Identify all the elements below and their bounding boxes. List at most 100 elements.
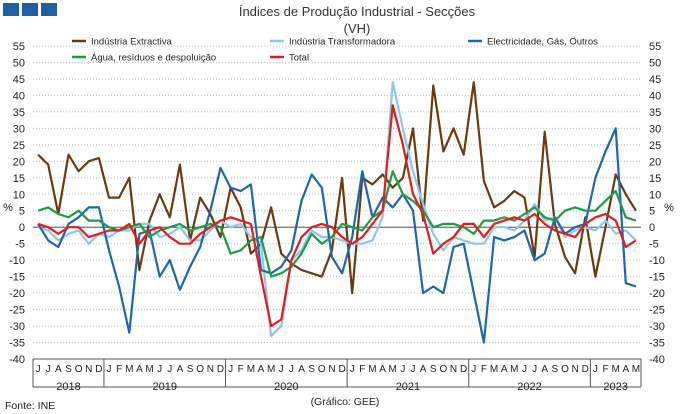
y-tick-label: -40 bbox=[649, 354, 665, 366]
y-tick-label: -5 bbox=[649, 239, 659, 251]
y-tick-label: -10 bbox=[649, 255, 665, 267]
x-tick-label: A bbox=[622, 364, 629, 375]
x-tick-label: J bbox=[522, 364, 527, 375]
legend: Indústria Extractiva Indústria Transforma… bbox=[72, 37, 598, 64]
year-label: 2023 bbox=[603, 381, 627, 393]
credit-note: (Gráfico: GEE) bbox=[311, 396, 380, 408]
series-line bbox=[37, 127, 637, 344]
x-tick-label: F bbox=[238, 364, 244, 375]
source-note: Fonte: INE bbox=[5, 400, 55, 412]
y-tick-label: 10 bbox=[13, 189, 25, 201]
x-tick-label: F bbox=[602, 364, 608, 375]
logo-block bbox=[41, 3, 57, 16]
x-tick-label: A bbox=[501, 364, 508, 375]
y-tick-label: -30 bbox=[649, 321, 665, 333]
x-tick-label: O bbox=[75, 364, 83, 375]
legend-label: Indústria Transformadora bbox=[289, 37, 396, 48]
year-label: 2022 bbox=[517, 381, 541, 393]
legend-label: Água, resíduos e despoluição bbox=[91, 53, 216, 64]
x-tick-label: J bbox=[289, 364, 294, 375]
x-tick-label: A bbox=[55, 364, 62, 375]
legend-label: Electricidade, Gás, Outros bbox=[487, 37, 598, 48]
x-tick-label: N bbox=[85, 364, 92, 375]
x-tick-label: A bbox=[136, 364, 143, 375]
y-tick-label: 0 bbox=[649, 222, 655, 234]
y-tick-label: 5 bbox=[649, 206, 655, 218]
logo-block bbox=[22, 3, 38, 16]
y-axis-left: -40 -35 -30 -25 -20 -15 -10 -5 0 5 10 15 20 25 30 35 40 4… bbox=[9, 41, 25, 366]
x-tick-label: M bbox=[145, 364, 153, 375]
x-tick-label: J bbox=[350, 364, 355, 375]
y-tick-label: 15 bbox=[13, 173, 25, 185]
y-axis-label-left: % bbox=[3, 202, 13, 214]
x-tick-label: D bbox=[217, 364, 224, 375]
x-tick-label: N bbox=[450, 364, 457, 375]
x-tick-label: O bbox=[318, 364, 326, 375]
ine-logo bbox=[3, 3, 57, 16]
y-tick-label: 20 bbox=[649, 156, 661, 168]
x-tick-label: F bbox=[359, 364, 365, 375]
series-line bbox=[37, 81, 637, 295]
legend-label: Indústria Extractiva bbox=[91, 37, 172, 48]
x-tick-label: D bbox=[338, 364, 345, 375]
chart-title: Índices de Produção Industrial - Secções bbox=[239, 4, 476, 19]
x-tick-label: N bbox=[572, 364, 579, 375]
y-tick-label: 45 bbox=[649, 74, 661, 86]
legend-label: Total bbox=[289, 53, 309, 64]
series-line bbox=[37, 170, 637, 278]
y-tick-label: -15 bbox=[649, 272, 665, 284]
x-tick-label: J bbox=[167, 364, 172, 375]
y-tick-label: 15 bbox=[649, 173, 661, 185]
x-tick-label: N bbox=[328, 364, 335, 375]
series-lines bbox=[37, 81, 637, 344]
x-tick-label: S bbox=[430, 364, 437, 375]
x-tick-label: J bbox=[107, 364, 112, 375]
x-tick-label: S bbox=[308, 364, 315, 375]
y-tick-label: -25 bbox=[649, 305, 665, 317]
x-tick-label: S bbox=[187, 364, 194, 375]
x-tick-label: N bbox=[207, 364, 214, 375]
x-tick-label: O bbox=[196, 364, 204, 375]
y-tick-label: -30 bbox=[9, 321, 25, 333]
y-tick-label: 35 bbox=[13, 107, 25, 119]
year-label: 2021 bbox=[396, 381, 420, 393]
year-label: 2019 bbox=[152, 381, 176, 393]
x-tick-label: J bbox=[532, 364, 537, 375]
series-line bbox=[37, 104, 637, 328]
x-tick-label: J bbox=[46, 364, 51, 375]
x-tick-label: J bbox=[471, 364, 476, 375]
x-tick-label: J bbox=[36, 364, 41, 375]
y-tick-label: -35 bbox=[9, 338, 25, 350]
y-tick-label: 20 bbox=[13, 156, 25, 168]
x-tick-label: J bbox=[228, 364, 233, 375]
x-tick-label: S bbox=[552, 364, 559, 375]
y-tick-label: 40 bbox=[649, 90, 661, 102]
y-tick-label: -5 bbox=[15, 239, 25, 251]
x-tick-label: O bbox=[440, 364, 448, 375]
y-tick-label: 40 bbox=[13, 90, 25, 102]
x-tick-label: A bbox=[420, 364, 427, 375]
x-tick-label: A bbox=[177, 364, 184, 375]
y-tick-label: 5 bbox=[19, 206, 25, 218]
y-tick-label: 0 bbox=[19, 222, 25, 234]
x-tick-label: J bbox=[411, 364, 416, 375]
x-tick-label: J bbox=[279, 364, 284, 375]
x-tick-label: F bbox=[116, 364, 122, 375]
y-axis-right: -40 -35 -30 -25 -20 -15 -10 -5 0 5 10 15 20 25 30 35 40 4… bbox=[649, 41, 665, 366]
x-tick-label: J bbox=[400, 364, 405, 375]
y-tick-label: 30 bbox=[649, 123, 661, 135]
y-axis-label-right: % bbox=[664, 202, 674, 214]
x-tick-label: D bbox=[95, 364, 102, 375]
x-tick-label: M bbox=[125, 364, 133, 375]
x-tick-label: S bbox=[65, 364, 72, 375]
x-tick-label: M bbox=[368, 364, 376, 375]
y-tick-label: -35 bbox=[649, 338, 665, 350]
y-tick-label: -10 bbox=[9, 255, 25, 267]
y-tick-label: -40 bbox=[9, 354, 25, 366]
x-tick-label: J bbox=[593, 364, 598, 375]
y-tick-label: -25 bbox=[9, 305, 25, 317]
x-tick-label: M bbox=[247, 364, 255, 375]
y-tick-label: 25 bbox=[13, 140, 25, 152]
y-tick-label: 55 bbox=[649, 41, 661, 53]
